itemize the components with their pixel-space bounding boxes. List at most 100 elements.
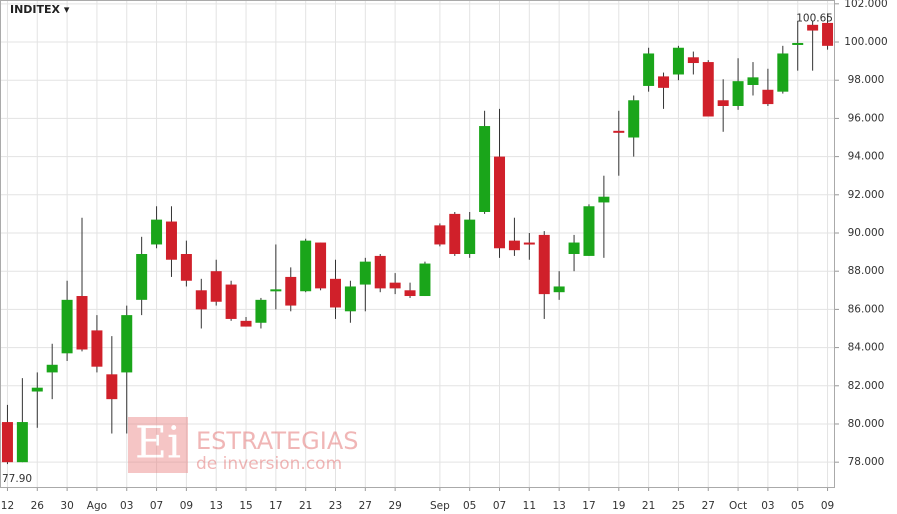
candle-body: [777, 53, 789, 92]
x-tick-label: 30: [60, 500, 73, 512]
candle-body: [46, 364, 58, 373]
x-tick-label: 13: [552, 500, 565, 512]
candle-body: [672, 47, 684, 75]
watermark-logo-box: [128, 417, 188, 473]
watermark-line2: de inversion.com: [196, 454, 342, 474]
y-tick-label: 96.000: [848, 112, 885, 124]
y-tick-label: 102.000: [844, 0, 887, 10]
x-tick-label: 11: [523, 500, 536, 512]
x-tick-label: 27: [359, 500, 372, 512]
candle-body: [270, 289, 282, 292]
candle-body: [538, 234, 550, 295]
candle-body: [643, 53, 655, 86]
y-tick-label: 98.000: [848, 74, 885, 86]
chart-title[interactable]: INDITEX ▾: [10, 3, 70, 16]
candle-body: [822, 22, 834, 46]
candle-body: [464, 219, 476, 255]
candle-body: [702, 62, 714, 117]
candle-body: [315, 242, 327, 289]
candle-body: [508, 240, 520, 251]
candle-body: [553, 286, 565, 293]
candle-body: [523, 242, 535, 245]
candle-body: [762, 89, 774, 105]
candle-body: [136, 254, 148, 300]
candle-body: [583, 206, 595, 256]
annotation: 100.65: [796, 13, 833, 25]
candle-body: [285, 276, 297, 306]
x-tick-label: 27: [702, 500, 715, 512]
x-tick-label: 25: [672, 500, 685, 512]
candle-body: [807, 24, 819, 31]
x-tick-label: 21: [299, 500, 312, 512]
x-tick-label: Ago: [87, 500, 107, 512]
y-tick-label: 94.000: [848, 151, 885, 163]
y-tick-label: 80.000: [848, 418, 885, 430]
candle-body: [359, 261, 371, 285]
x-tick-label: 17: [582, 500, 595, 512]
candle-body: [374, 255, 386, 289]
candle-body: [16, 422, 28, 463]
candle-body: [329, 278, 341, 308]
candle-body: [344, 286, 356, 312]
x-tick-label: 03: [761, 500, 774, 512]
x-tick-label: 09: [821, 500, 834, 512]
x-tick-label: 19: [612, 500, 625, 512]
y-tick-label: 86.000: [848, 303, 885, 315]
candle-body: [717, 100, 729, 106]
candle-body: [210, 271, 222, 302]
candle-body: [404, 290, 416, 297]
candle-body: [300, 240, 312, 292]
candle-body: [91, 330, 103, 367]
y-tick-label: 88.000: [848, 265, 885, 277]
x-tick-label: 05: [463, 500, 476, 512]
x-tick-label: 09: [180, 500, 193, 512]
x-tick-label: Oct: [729, 500, 747, 512]
candle-body: [240, 320, 252, 327]
candle-body: [151, 219, 163, 245]
candle-body: [434, 225, 446, 245]
candle-body: [494, 156, 506, 249]
y-tick-label: 82.000: [848, 380, 885, 392]
candle-body: [165, 221, 177, 260]
watermark-logo: Ei: [135, 418, 181, 469]
x-tick-label: 07: [150, 500, 163, 512]
y-tick-label: 100.000: [844, 36, 887, 48]
watermark: Ei ESTRATEGIAS de inversion.com: [128, 417, 358, 474]
x-tick-label: Sep: [430, 500, 450, 512]
watermark-line1: ESTRATEGIAS: [196, 427, 358, 455]
candle-body: [61, 299, 73, 354]
candle-body: [687, 57, 699, 64]
x-tick-label: 26: [31, 500, 45, 512]
candle-body: [613, 130, 625, 133]
x-tick-label: 15: [239, 500, 252, 512]
plot-border: [0, 0, 835, 488]
candle-body: [389, 282, 401, 289]
x-tick-label: 13: [210, 500, 223, 512]
candle-body: [598, 196, 610, 203]
y-tick-label: 92.000: [848, 189, 885, 201]
candle-body: [1, 422, 13, 463]
candle-body: [479, 126, 491, 212]
annotation: 77.90: [2, 473, 32, 485]
candle-body: [792, 42, 804, 45]
candle-body: [568, 242, 580, 255]
candle-body: [255, 299, 267, 323]
candle-body: [195, 290, 207, 310]
candle-body: [225, 284, 237, 319]
candle-body: [419, 263, 431, 297]
x-tick-label: 05: [791, 500, 804, 512]
x-tick-label: 17: [269, 500, 282, 512]
x-tick-label: 03: [120, 500, 133, 512]
x-tick-label: 12: [1, 500, 14, 512]
candle-body: [76, 296, 88, 350]
x-tick-label: 29: [388, 500, 401, 512]
candle-body: [732, 81, 744, 106]
candle-body: [180, 254, 192, 281]
candle-body: [747, 77, 759, 85]
candle-body: [449, 213, 461, 255]
candle-body: [628, 100, 640, 138]
x-tick-label: 23: [329, 500, 342, 512]
candle-body: [106, 374, 118, 400]
y-tick-label: 90.000: [848, 227, 885, 239]
